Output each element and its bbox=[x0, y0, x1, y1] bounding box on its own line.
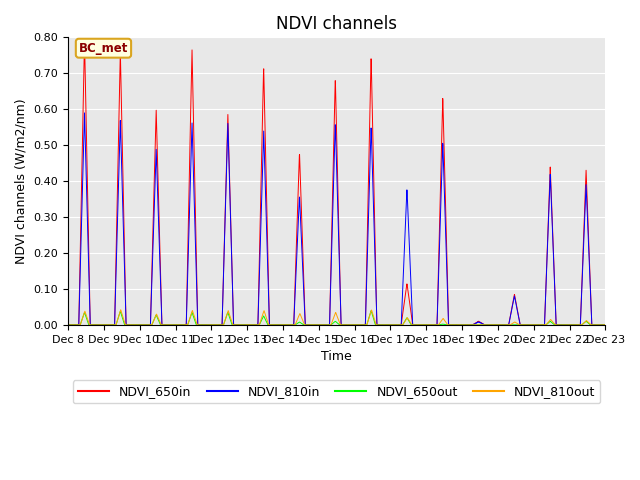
NDVI_810in bbox=[157, 306, 165, 312]
NDVI_650in bbox=[531, 322, 538, 328]
NDVI_810in bbox=[591, 322, 599, 328]
NDVI_810out bbox=[64, 322, 72, 328]
NDVI_810out bbox=[117, 307, 125, 312]
Line: NDVI_810out: NDVI_810out bbox=[68, 310, 605, 325]
X-axis label: Time: Time bbox=[321, 350, 352, 363]
NDVI_810in bbox=[534, 322, 541, 328]
NDVI_810out bbox=[126, 322, 134, 328]
Legend: NDVI_650in, NDVI_810in, NDVI_650out, NDVI_810out: NDVI_650in, NDVI_810in, NDVI_650out, NDV… bbox=[73, 380, 600, 403]
NDVI_810out bbox=[98, 322, 106, 328]
NDVI_810in bbox=[294, 231, 301, 237]
NDVI_810out bbox=[534, 322, 541, 328]
NDVI_810in bbox=[271, 322, 278, 328]
NDVI_650in bbox=[602, 322, 609, 327]
NDVI_650out bbox=[244, 322, 252, 328]
NDVI_810in bbox=[602, 322, 609, 328]
NDVI_650out bbox=[534, 322, 541, 328]
NDVI_810out bbox=[294, 315, 301, 321]
NDVI_650in bbox=[125, 322, 133, 328]
NDVI_810in bbox=[271, 322, 278, 327]
NDVI_650out bbox=[64, 322, 72, 328]
NDVI_650out bbox=[294, 321, 301, 326]
NDVI_810out bbox=[602, 322, 609, 328]
NDVI_650out bbox=[591, 322, 599, 328]
NDVI_650in bbox=[534, 322, 541, 328]
NDVI_810in bbox=[64, 322, 72, 327]
NDVI_650out bbox=[367, 308, 375, 313]
Line: NDVI_650in: NDVI_650in bbox=[68, 39, 605, 325]
Text: BC_met: BC_met bbox=[79, 42, 128, 55]
NDVI_650in bbox=[64, 322, 72, 328]
Line: NDVI_650out: NDVI_650out bbox=[68, 311, 605, 325]
NDVI_650in bbox=[591, 322, 599, 328]
NDVI_650in bbox=[294, 206, 301, 212]
NDVI_810out bbox=[157, 322, 165, 328]
NDVI_650out bbox=[125, 322, 133, 328]
Title: NDVI channels: NDVI channels bbox=[276, 15, 397, 33]
NDVI_650in bbox=[81, 36, 88, 42]
NDVI_650out bbox=[271, 322, 278, 328]
NDVI_650in bbox=[271, 322, 278, 327]
NDVI_650out bbox=[157, 322, 165, 328]
NDVI_650in bbox=[157, 303, 165, 309]
Line: NDVI_810in: NDVI_810in bbox=[68, 113, 605, 325]
NDVI_810in bbox=[81, 110, 88, 116]
NDVI_810in bbox=[125, 322, 133, 328]
NDVI_810out bbox=[271, 322, 278, 328]
NDVI_650out bbox=[602, 322, 609, 328]
NDVI_810out bbox=[591, 322, 599, 328]
Y-axis label: NDVI channels (W/m2/nm): NDVI channels (W/m2/nm) bbox=[15, 98, 28, 264]
